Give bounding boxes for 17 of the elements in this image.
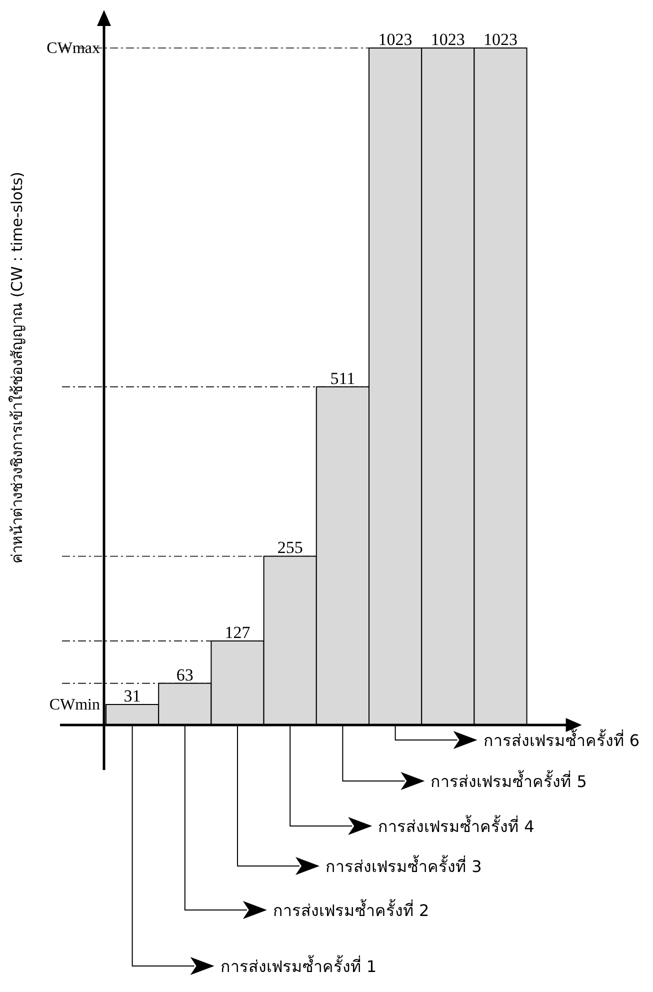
data-label: 255 — [277, 538, 303, 558]
text: การส่งเฟรมซ้ำครั้งที่ 5 — [430, 770, 587, 791]
text: การส่งเฟรมซ้ำครั้งที่ 3 — [326, 855, 482, 876]
text: การส่งเฟรมซ้ำครั้งที่ 2 — [272, 899, 430, 920]
data-label: 31 — [124, 686, 141, 706]
y-axis-title: ค่าหน้าต่างช่วงชิงการเข้าใช้ช่องสัญญาณ (CW : time-slots) — [8, 172, 26, 564]
annotation: CWmin — [49, 696, 100, 714]
data-label: 511 — [330, 368, 356, 388]
data-label: 63 — [176, 665, 194, 684]
text: การส่งเฟรมซ้ำครั้งที่ 4 — [378, 815, 534, 836]
text: การส่งเฟรมซ้ำครั้งที่ 1 — [220, 955, 377, 976]
text: การส่งเฟรมซ้ำครั้งที่ 6 — [483, 729, 640, 750]
data-label: 127 — [224, 622, 251, 642]
data-label: 1023 — [430, 30, 465, 49]
data-label: 1023 — [484, 30, 518, 49]
data-label: 1023 — [378, 30, 412, 49]
annotation: CWmax — [46, 40, 100, 57]
